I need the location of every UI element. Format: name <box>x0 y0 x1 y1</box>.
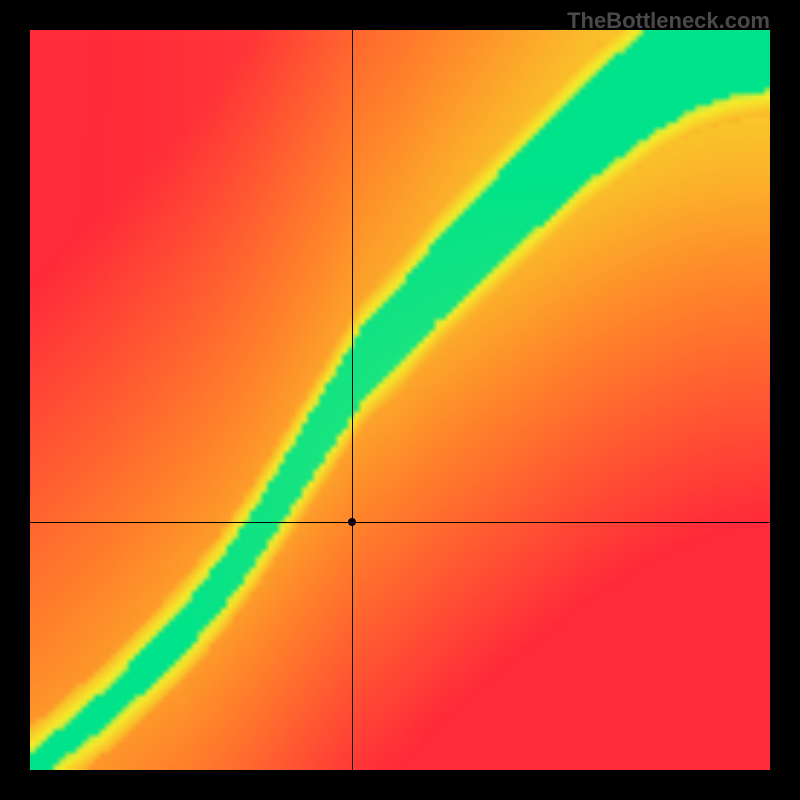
heatmap-canvas <box>30 30 770 770</box>
watermark-text: TheBottleneck.com <box>567 8 770 34</box>
crosshair-vertical <box>352 30 353 770</box>
crosshair-point <box>348 518 356 526</box>
crosshair-horizontal <box>30 522 770 523</box>
bottleneck-heatmap <box>30 30 770 770</box>
